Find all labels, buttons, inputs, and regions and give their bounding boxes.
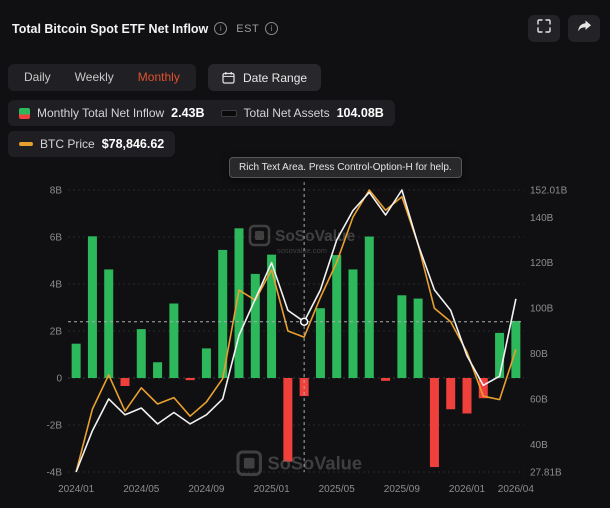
svg-text:2024/01: 2024/01 bbox=[58, 484, 95, 495]
svg-text:6B: 6B bbox=[50, 233, 63, 244]
svg-text:140B: 140B bbox=[530, 213, 554, 224]
timezone-label: EST bbox=[236, 22, 260, 35]
sosovalue-watermark: SoSoValue bbox=[236, 450, 363, 476]
svg-text:2026/01: 2026/01 bbox=[449, 484, 486, 495]
svg-text:120B: 120B bbox=[530, 258, 554, 269]
assets-legend-value: 104.08B bbox=[336, 106, 384, 120]
svg-text:-4B: -4B bbox=[46, 468, 62, 479]
calendar-icon bbox=[222, 71, 235, 84]
crosshair bbox=[68, 182, 524, 472]
fullscreen-icon bbox=[537, 19, 551, 38]
svg-text:8B: 8B bbox=[50, 186, 63, 197]
timezone-info-icon[interactable]: i bbox=[265, 22, 279, 35]
svg-text:60B: 60B bbox=[530, 394, 548, 405]
assets-legend-label[interactable]: Total Net Assets bbox=[243, 106, 330, 120]
svg-text:2025/01: 2025/01 bbox=[253, 484, 290, 495]
header-buttons bbox=[528, 15, 600, 42]
svg-text:152.01B: 152.01B bbox=[530, 186, 568, 197]
period-tabs: Daily Weekly Monthly bbox=[8, 64, 196, 91]
svg-text:80B: 80B bbox=[530, 349, 548, 360]
svg-text:sosovalue.com: sosovalue.com bbox=[277, 246, 327, 255]
crosshair-dot bbox=[299, 317, 309, 326]
tab-monthly[interactable]: Monthly bbox=[137, 70, 180, 84]
svg-text:-2B: -2B bbox=[46, 421, 62, 432]
chart-header: Total Bitcoin Spot ETF Net Inflow i EST … bbox=[12, 15, 600, 42]
tooltip-text: Rich Text Area. Press Control-Option-H f… bbox=[239, 162, 452, 173]
btc-series-icon bbox=[19, 142, 33, 146]
svg-text:4B: 4B bbox=[50, 280, 63, 291]
tab-daily[interactable]: Daily bbox=[24, 70, 51, 84]
tab-weekly[interactable]: Weekly bbox=[74, 70, 114, 84]
svg-text:2026/04: 2026/04 bbox=[498, 484, 535, 495]
btc-price-line bbox=[75, 189, 517, 473]
fullscreen-button[interactable] bbox=[528, 15, 560, 42]
svg-text:2024/09: 2024/09 bbox=[188, 484, 225, 495]
date-range-button[interactable]: Date Range bbox=[208, 64, 322, 91]
svg-text:SoSoValue: SoSoValue bbox=[268, 453, 363, 474]
x-axis-labels: 2024/01 2024/05 2024/09 2025/01 2025/05 2025/… bbox=[58, 484, 534, 495]
title-info-icon[interactable]: i bbox=[214, 22, 228, 35]
svg-text:100B: 100B bbox=[530, 304, 554, 315]
legend-row-1: Monthly Total Net Inflow 2.43B Total Net… bbox=[8, 100, 395, 126]
svg-text:27.81B: 27.81B bbox=[530, 468, 562, 479]
inflow-bars[interactable] bbox=[71, 228, 521, 468]
btc-legend-value: $78,846.62 bbox=[101, 137, 165, 151]
svg-text:2025/09: 2025/09 bbox=[384, 484, 421, 495]
share-icon bbox=[577, 19, 592, 38]
assets-series-icon bbox=[220, 109, 237, 117]
svg-text:2025/05: 2025/05 bbox=[319, 484, 356, 495]
svg-text:40B: 40B bbox=[530, 440, 548, 451]
date-range-label: Date Range bbox=[243, 70, 308, 85]
accessibility-tooltip: Rich Text Area. Press Control-Option-H f… bbox=[229, 157, 462, 178]
svg-text:0: 0 bbox=[56, 374, 62, 385]
svg-text:2024/05: 2024/05 bbox=[123, 484, 160, 495]
svg-text:SoSoValue: SoSoValue bbox=[275, 228, 355, 245]
inflow-legend-value: 2.43B bbox=[171, 106, 205, 120]
inflow-series-icon bbox=[19, 107, 30, 119]
svg-text:2B: 2B bbox=[50, 327, 63, 338]
inflow-legend-label[interactable]: Monthly Total Net Inflow bbox=[37, 106, 165, 120]
legend-row-2: BTC Price $78,846.62 bbox=[8, 131, 176, 157]
share-button[interactable] bbox=[568, 15, 600, 42]
net-assets-line bbox=[75, 189, 517, 473]
page-title: Total Bitcoin Spot ETF Net Inflow bbox=[12, 21, 209, 36]
btc-legend-label[interactable]: BTC Price bbox=[40, 137, 95, 151]
